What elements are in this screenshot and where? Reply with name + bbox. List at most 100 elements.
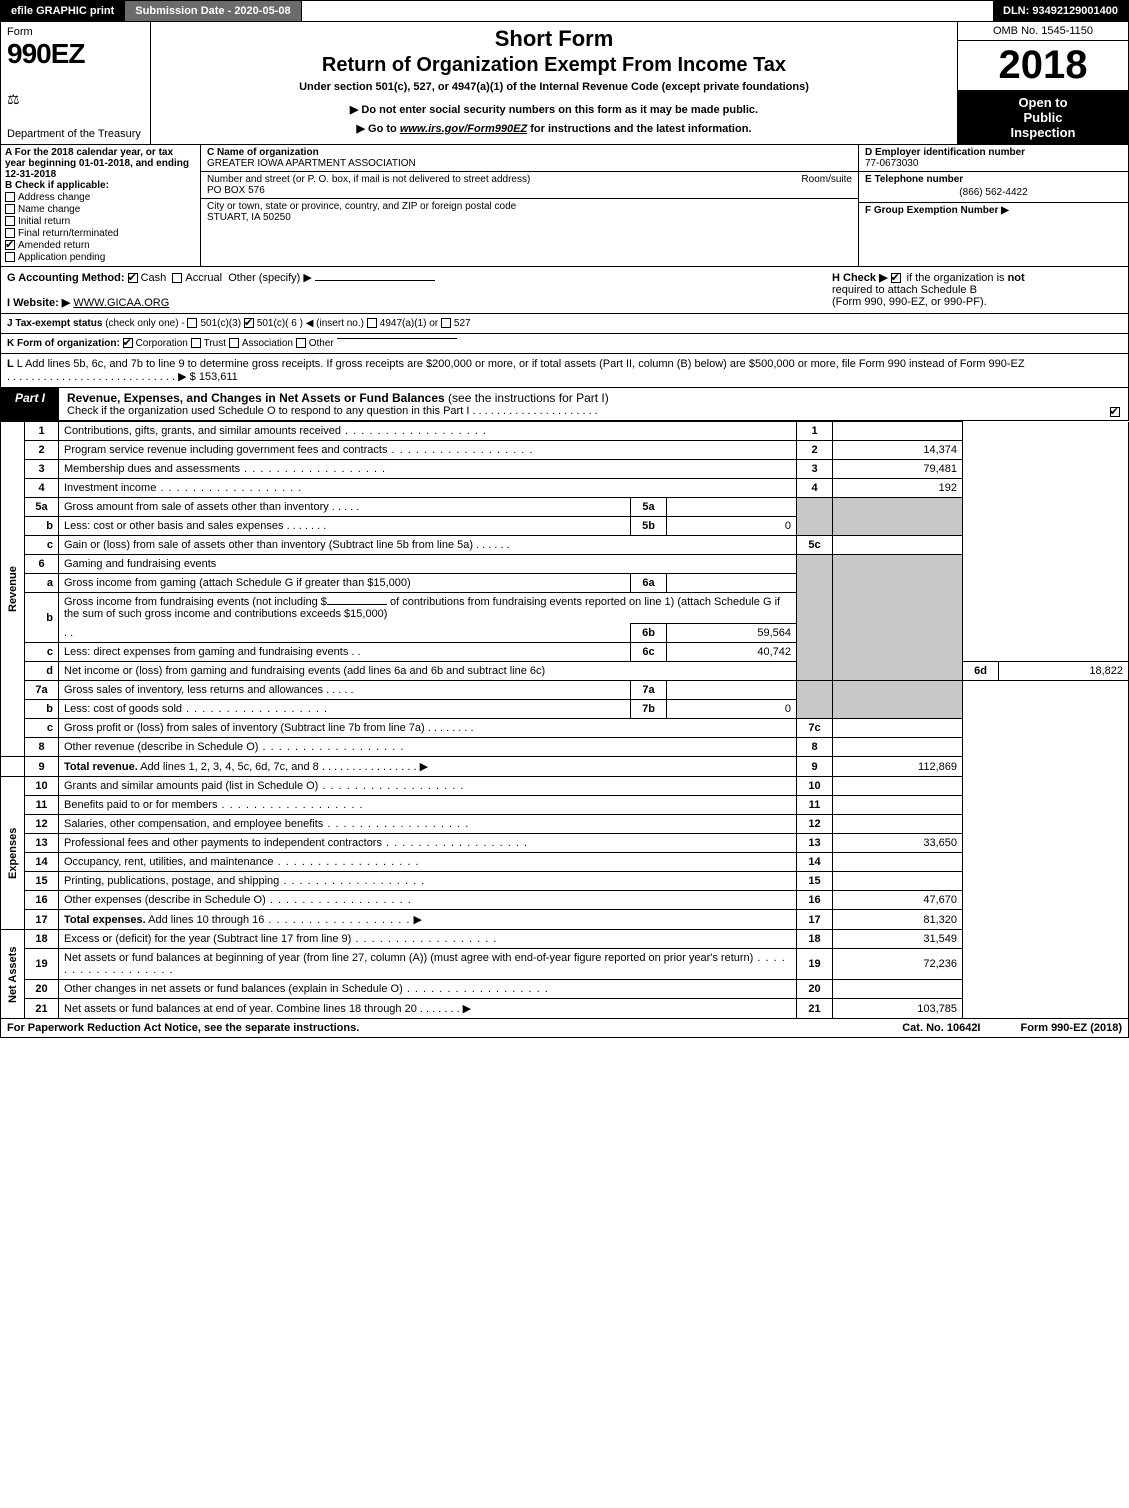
- chk-association[interactable]: [229, 338, 239, 348]
- goto-note: ▶ Go to www.irs.gov/Form990EZ for instru…: [161, 122, 947, 135]
- g-accounting-method: G Accounting Method: Cash Accrual Other …: [7, 271, 832, 309]
- dept-treasury: Department of the Treasury: [7, 128, 144, 140]
- addr-row: Number and street (or P. O. box, if mail…: [201, 172, 858, 199]
- chk-501c3[interactable]: [187, 318, 197, 328]
- chk-trust[interactable]: [191, 338, 201, 348]
- table-row: 2 Program service revenue including gove…: [1, 441, 1129, 460]
- chk-527[interactable]: [441, 318, 451, 328]
- website-link[interactable]: WWW.GICAA.ORG: [73, 297, 169, 309]
- table-row: 9 Total revenue. Add lines 1, 2, 3, 4, 5…: [1, 757, 1129, 777]
- short-form-title: Short Form: [161, 26, 947, 52]
- e-phone: E Telephone number (866) 562-4422: [859, 172, 1128, 203]
- form-number: 990EZ: [7, 38, 144, 70]
- header-center: Short Form Return of Organization Exempt…: [151, 22, 958, 144]
- section-b-checkboxes: A For the 2018 calendar year, or tax yea…: [1, 145, 201, 266]
- l-gross-receipts: L L Add lines 5b, 6c, and 7b to line 9 t…: [0, 354, 1129, 388]
- org-name: GREATER IOWA APARTMENT ASSOCIATION: [207, 158, 416, 169]
- c-label: C Name of organization: [207, 147, 319, 158]
- table-row: Expenses 10 Grants and similar amounts p…: [1, 777, 1129, 796]
- table-row: 8 Other revenue (describe in Schedule O)…: [1, 738, 1129, 757]
- chk-4947[interactable]: [367, 318, 377, 328]
- d-ein: D Employer identification number 77-0673…: [859, 145, 1128, 172]
- table-row: c Gain or (loss) from sale of assets oth…: [1, 536, 1129, 555]
- treasury-seal-icon: ⚖: [7, 91, 144, 108]
- efile-print-button[interactable]: efile GRAPHIC print: [1, 1, 125, 21]
- chk-cash[interactable]: [128, 273, 138, 283]
- table-row: 3 Membership dues and assessments 3 79,4…: [1, 460, 1129, 479]
- section-c: C Name of organization GREATER IOWA APAR…: [201, 145, 858, 266]
- table-row: 19 Net assets or fund balances at beginn…: [1, 949, 1129, 980]
- open-to-3: Inspection: [962, 125, 1124, 140]
- tax-year: 2018: [958, 41, 1128, 91]
- f-group-exemption: F Group Exemption Number ▶: [859, 203, 1128, 266]
- part1-check[interactable]: [1104, 388, 1128, 420]
- c-name-row: C Name of organization GREATER IOWA APAR…: [201, 145, 858, 172]
- city-row: City or town, state or province, country…: [201, 199, 858, 225]
- ein-value: 77-0673030: [865, 158, 918, 169]
- open-to-1: Open to: [962, 95, 1124, 110]
- chk-other-org[interactable]: [296, 338, 306, 348]
- dln-label: DLN: 93492129001400: [993, 1, 1128, 21]
- omb-number: OMB No. 1545-1150: [958, 22, 1128, 41]
- l-value: ▶ $ 153,611: [178, 371, 238, 383]
- h-check: H Check ▶ if the organization is not req…: [832, 271, 1122, 308]
- chk-corporation[interactable]: [123, 338, 133, 348]
- form-ref: Form 990-EZ (2018): [1021, 1022, 1123, 1034]
- phone-value: (866) 562-4422: [865, 185, 1122, 200]
- chk-amended-return[interactable]: Amended return: [5, 240, 196, 251]
- table-row: 6 Gaming and fundraising events: [1, 555, 1129, 574]
- chk-name-change[interactable]: Name change: [5, 204, 196, 215]
- table-row: 12 Salaries, other compensation, and emp…: [1, 815, 1129, 834]
- open-to-public: Open to Public Inspection: [958, 91, 1128, 144]
- table-row: 21 Net assets or fund balances at end of…: [1, 999, 1129, 1019]
- do-not-enter-note: ▶ Do not enter social security numbers o…: [161, 103, 947, 116]
- j-tax-exempt-status: J Tax-exempt status (check only one) - 5…: [0, 314, 1129, 334]
- section-def: D Employer identification number 77-0673…: [858, 145, 1128, 266]
- table-row: 16 Other expenses (describe in Schedule …: [1, 891, 1129, 910]
- b-label: B Check if applicable:: [5, 180, 196, 191]
- submission-date-button[interactable]: Submission Date - 2020-05-08: [125, 1, 301, 21]
- topbar-spacer: [302, 1, 993, 21]
- part1-sub: Check if the organization used Schedule …: [67, 405, 1096, 417]
- table-row: Revenue 1 Contributions, gifts, grants, …: [1, 422, 1129, 441]
- addr-label: Number and street (or P. O. box, if mail…: [207, 174, 530, 185]
- page-footer: For Paperwork Reduction Act Notice, see …: [0, 1019, 1129, 1038]
- part1-tab: Part I: [1, 388, 59, 420]
- cat-no: Cat. No. 10642I: [902, 1022, 980, 1034]
- table-row: 7a Gross sales of inventory, less return…: [1, 681, 1129, 700]
- side-revenue: Revenue: [1, 422, 25, 757]
- table-row: Net Assets 18 Excess or (deficit) for th…: [1, 930, 1129, 949]
- part1-header: Part I Revenue, Expenses, and Changes in…: [0, 388, 1129, 421]
- k-form-of-org: K Form of organization: Corporation Trus…: [0, 334, 1129, 354]
- chk-final-return[interactable]: Final return/terminated: [5, 228, 196, 239]
- return-title: Return of Organization Exempt From Incom…: [161, 54, 947, 77]
- table-row: 17 Total expenses. Add lines 10 through …: [1, 910, 1129, 930]
- goto-prefix: ▶ Go to: [357, 123, 400, 135]
- chk-accrual[interactable]: [172, 273, 182, 283]
- addr-value: PO BOX 576: [207, 185, 265, 196]
- side-net-assets: Net Assets: [1, 930, 25, 1019]
- table-row: 13 Professional fees and other payments …: [1, 834, 1129, 853]
- gh-row: G Accounting Method: Cash Accrual Other …: [0, 267, 1129, 314]
- chk-address-change[interactable]: Address change: [5, 192, 196, 203]
- chk-501c[interactable]: [244, 318, 254, 328]
- top-bar: efile GRAPHIC print Submission Date - 20…: [0, 0, 1129, 22]
- a-line: A For the 2018 calendar year, or tax yea…: [5, 147, 196, 180]
- form-label: Form: [7, 26, 144, 38]
- paperwork-notice: For Paperwork Reduction Act Notice, see …: [7, 1022, 359, 1034]
- chk-initial-return[interactable]: Initial return: [5, 216, 196, 227]
- city-value: STUART, IA 50250: [207, 212, 291, 223]
- table-row: 5a Gross amount from sale of assets othe…: [1, 498, 1129, 517]
- table-row: 14 Occupancy, rent, utilities, and maint…: [1, 853, 1129, 872]
- chk-application-pending[interactable]: Application pending: [5, 252, 196, 263]
- part1-table: Revenue 1 Contributions, gifts, grants, …: [0, 421, 1129, 1019]
- table-row: 20 Other changes in net assets or fund b…: [1, 980, 1129, 999]
- header-left: Form 990EZ ⚖ Department of the Treasury: [1, 22, 151, 144]
- irs-link[interactable]: www.irs.gov/Form990EZ: [400, 123, 527, 135]
- city-label: City or town, state or province, country…: [207, 201, 516, 212]
- table-row: c Gross profit or (loss) from sales of i…: [1, 719, 1129, 738]
- table-row: 11 Benefits paid to or for members 11: [1, 796, 1129, 815]
- under-section: Under section 501(c), 527, or 4947(a)(1)…: [161, 81, 947, 93]
- chk-h[interactable]: [891, 273, 901, 283]
- section-a-row: A For the 2018 calendar year, or tax yea…: [0, 145, 1129, 267]
